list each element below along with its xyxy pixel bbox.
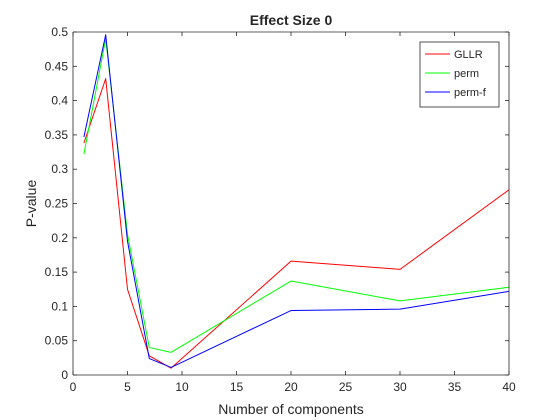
x-axis-label: Number of components bbox=[218, 401, 364, 417]
x-tick-label: 15 bbox=[230, 380, 244, 394]
chart-title: Effect Size 0 bbox=[250, 12, 333, 28]
x-tick-label: 10 bbox=[175, 380, 189, 394]
y-tick-label: 0.15 bbox=[45, 265, 69, 279]
series-layer bbox=[83, 34, 510, 369]
series-line-gllr bbox=[83, 78, 510, 369]
y-tick-label: 0.3 bbox=[51, 162, 68, 176]
x-tick-label: 0 bbox=[70, 380, 77, 394]
x-tick-label: 30 bbox=[393, 380, 407, 394]
y-tick-label: 0.45 bbox=[45, 59, 69, 73]
y-axis-label: P-value bbox=[23, 180, 39, 228]
y-tick-label: 0.2 bbox=[51, 231, 68, 245]
y-tick-label: 0.25 bbox=[45, 197, 69, 211]
y-tick-label: 0.35 bbox=[45, 128, 69, 142]
x-tick-label: 25 bbox=[339, 380, 353, 394]
y-tick-label: 0.1 bbox=[51, 299, 68, 313]
y-tick-label: 0.5 bbox=[51, 25, 68, 39]
x-tick-label: 5 bbox=[124, 380, 131, 394]
x-tick-label: 40 bbox=[502, 380, 516, 394]
legend-label: perm-f bbox=[454, 87, 487, 99]
axes-layer: 0 5 10 15 20 25 30 35 40 0 0.05 0.1 0.15 0.2 0.25 0.3 0.… bbox=[45, 25, 516, 394]
legend-label: perm bbox=[454, 68, 479, 80]
x-tick-label: 35 bbox=[448, 380, 462, 394]
legend: GLLR perm perm-f bbox=[419, 41, 500, 108]
series-line-perm-f bbox=[83, 34, 510, 368]
y-tick-label: 0 bbox=[61, 368, 68, 382]
x-tick-label: 20 bbox=[284, 380, 298, 394]
y-tick-label: 0.05 bbox=[45, 334, 69, 348]
legend-label: GLLR bbox=[454, 49, 483, 61]
y-tick-label: 0.4 bbox=[51, 94, 68, 108]
legend-box bbox=[419, 41, 500, 108]
